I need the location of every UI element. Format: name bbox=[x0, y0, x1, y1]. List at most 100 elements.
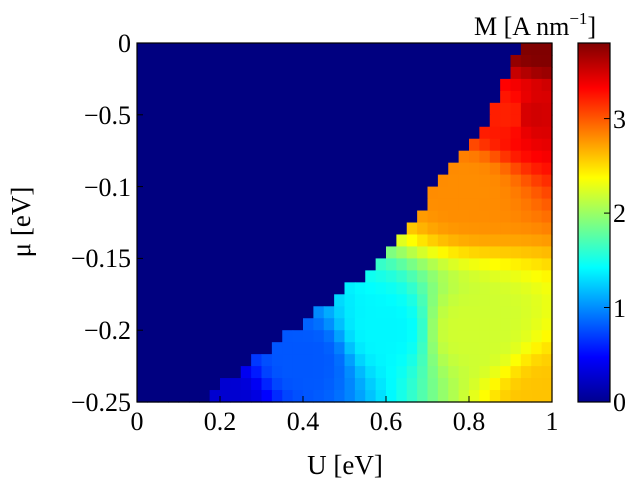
heatmap-cell bbox=[489, 174, 501, 188]
heatmap-cell bbox=[396, 43, 408, 56]
heatmap-cell bbox=[137, 330, 148, 343]
heatmap-cell bbox=[375, 330, 387, 343]
heatmap-cell bbox=[417, 306, 429, 319]
heatmap-cell bbox=[209, 150, 221, 164]
heatmap-cell bbox=[406, 186, 418, 200]
heatmap-cell bbox=[427, 198, 439, 212]
heatmap-cell bbox=[417, 282, 429, 295]
x-axis: 0 0.2 0.4 0.6 0.8 1 U [eV] bbox=[131, 396, 559, 480]
heatmap-cell bbox=[479, 102, 491, 116]
heatmap-cell bbox=[230, 90, 242, 104]
heatmap-cell bbox=[541, 126, 553, 140]
heatmap-cell bbox=[386, 354, 397, 367]
heatmap-cell bbox=[489, 222, 501, 236]
heatmap-cell bbox=[375, 246, 387, 259]
heatmap-cell bbox=[417, 174, 429, 188]
heatmap-cell bbox=[500, 378, 512, 391]
heatmap-cell bbox=[147, 54, 159, 68]
heatmap-cell bbox=[365, 186, 377, 200]
heatmap-cell bbox=[209, 210, 221, 224]
heatmap-cell bbox=[406, 234, 418, 248]
colorbar: 0 1 2 3 M [A nm−1] bbox=[474, 9, 626, 417]
heatmap-cell bbox=[375, 90, 387, 104]
heatmap-cell bbox=[541, 354, 553, 367]
heatmap-cell bbox=[500, 138, 512, 152]
heatmap-cell bbox=[251, 162, 263, 176]
heatmap-cell bbox=[541, 186, 553, 200]
heatmap-cell bbox=[240, 150, 252, 164]
heatmap-cell bbox=[261, 294, 273, 307]
heatmap-cell bbox=[417, 138, 429, 152]
heatmap-cell bbox=[137, 378, 148, 391]
heatmap-cell bbox=[386, 306, 397, 319]
heatmap-cell bbox=[427, 114, 439, 128]
heatmap-cell bbox=[282, 210, 294, 224]
heatmap-cell bbox=[292, 78, 304, 92]
heatmap-cell bbox=[406, 54, 418, 68]
heatmap-cell bbox=[282, 126, 294, 140]
heatmap-cell bbox=[303, 246, 314, 259]
heatmap-cell bbox=[520, 390, 532, 403]
heatmap-cell bbox=[303, 43, 314, 56]
heatmap-cell bbox=[531, 330, 543, 343]
heatmap-cell bbox=[406, 174, 418, 188]
heatmap-cell bbox=[220, 222, 231, 236]
heatmap-cell bbox=[271, 162, 283, 176]
heatmap-cell bbox=[292, 210, 304, 224]
heatmap-cell bbox=[541, 43, 553, 56]
heatmap-cell bbox=[220, 198, 231, 212]
heatmap-cell bbox=[313, 366, 325, 379]
heatmap-cell bbox=[448, 54, 460, 68]
heatmap-cell bbox=[386, 246, 397, 259]
heatmap-cell bbox=[396, 390, 408, 403]
heatmap-cell bbox=[396, 102, 408, 116]
heatmap-cell bbox=[427, 342, 439, 355]
heatmap-cell bbox=[209, 102, 221, 116]
heatmap-cell bbox=[178, 366, 190, 379]
heatmap-cell bbox=[541, 378, 553, 391]
heatmap-cell bbox=[375, 174, 387, 188]
heatmap-cell bbox=[240, 210, 252, 224]
heatmap-cell bbox=[510, 342, 522, 355]
heatmap-cell bbox=[500, 186, 512, 200]
heatmap-cell bbox=[500, 54, 512, 68]
heatmap-cell bbox=[406, 222, 418, 236]
heatmap-cell bbox=[479, 114, 491, 128]
heatmap-cell bbox=[313, 138, 325, 152]
heatmap-cell bbox=[199, 330, 211, 343]
x-tick-label: 0 bbox=[131, 407, 144, 436]
heatmap-cell bbox=[365, 138, 377, 152]
heatmap-cell bbox=[417, 222, 429, 236]
heatmap-cell bbox=[427, 222, 439, 236]
heatmap-cell bbox=[168, 234, 180, 248]
heatmap-cell bbox=[375, 66, 387, 80]
heatmap-cell bbox=[396, 198, 408, 212]
heatmap-cell bbox=[261, 126, 273, 140]
heatmap-cell bbox=[417, 186, 429, 200]
heatmap-cell bbox=[406, 43, 418, 56]
heatmap-cell bbox=[323, 43, 335, 56]
heatmap-cell bbox=[344, 330, 356, 343]
heatmap-cell bbox=[199, 150, 211, 164]
heatmap-cell bbox=[220, 174, 231, 188]
heatmap-cell bbox=[448, 354, 460, 367]
heatmap-cell bbox=[313, 174, 325, 188]
heatmap-cell bbox=[469, 378, 480, 391]
heatmap-cell bbox=[500, 43, 512, 56]
heatmap-cell bbox=[292, 294, 304, 307]
heatmap-cell bbox=[313, 306, 325, 319]
heatmap-cell bbox=[531, 390, 543, 403]
heatmap-cell bbox=[469, 102, 480, 116]
heatmap-cell bbox=[240, 282, 252, 295]
heatmap-cell bbox=[510, 330, 522, 343]
heatmap-cell bbox=[230, 294, 242, 307]
heatmap-cell bbox=[209, 378, 221, 391]
heatmap-cell bbox=[386, 174, 397, 188]
heatmap-cell bbox=[354, 366, 366, 379]
heatmap-cell bbox=[541, 78, 553, 92]
heatmap-cell bbox=[448, 318, 460, 331]
heatmap-cell bbox=[303, 378, 314, 391]
heatmap-cell bbox=[531, 43, 543, 56]
heatmap-cell bbox=[323, 150, 335, 164]
heatmap-cell bbox=[386, 378, 397, 391]
